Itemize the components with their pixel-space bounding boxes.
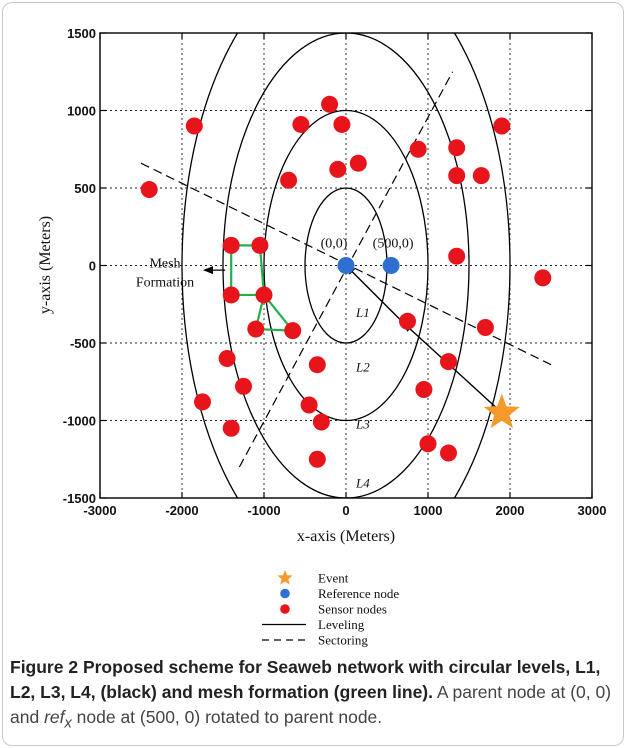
y-axis-label: y-axis (Meters) [37,216,54,314]
sensor-node [300,396,318,414]
route-arrow [345,264,404,324]
sensor-node [472,167,490,185]
reference-node-label: (0,0) [321,237,348,252]
sensor-node [255,286,273,304]
sensor-node [222,419,240,437]
sensor-node [218,350,236,367]
legend-marker-node [280,604,290,614]
y-tick-label: 1500 [67,26,96,41]
x-tick-label: -1000 [247,503,280,518]
level-circle [263,109,429,422]
sensor-node [185,117,203,135]
sensor-node [329,160,347,178]
sensor-node [308,356,326,374]
sensor-node [140,181,158,199]
sensor-node [399,312,416,330]
legend-marker-event [277,570,293,585]
caption-bold: Proposed scheme for Seaweb network with … [10,657,601,702]
axis-ticks: -3000 -2000 -1000 0 1000 2000 3000 -1500 -1000 -5… [63,26,607,518]
sensor-node [222,236,240,254]
event-star [483,393,520,429]
sensor-node [448,167,466,185]
sensor-node [493,117,511,135]
y-tick-label: -500 [70,336,96,351]
sensor-node [409,140,427,158]
reference-node [382,257,400,274]
y-tick-label: -1000 [63,414,96,429]
sensor-node [235,377,252,395]
x-tick-label: 0 [342,503,349,518]
mesh-annotation-text: Formation [136,276,194,291]
legend-marker-node [280,588,290,599]
reference-node [337,257,355,274]
y-tick-label: 0 [89,259,96,274]
caption-desc-post: node at (500, 0) rotated to parent node. [71,707,383,727]
legend-label: Sensor nodes [318,602,387,617]
level-circle [222,33,470,498]
legend-label: Leveling [318,617,365,632]
sensor-node [534,269,552,287]
sensor-node [321,95,339,113]
caption-ref: ref [44,707,65,727]
y-tick-label: -1500 [63,491,96,506]
sensor-nodes [140,95,552,468]
sensor-node [440,444,457,462]
legend-label: Sectoring [318,633,368,648]
sensor-node [312,413,330,431]
sensor-node [247,320,265,338]
x-tick-label: 3000 [578,503,607,518]
caption-title: Figure 2 [10,657,79,677]
reference-nodes: (0,0) (500,0) [321,237,414,274]
legend-label: Event [318,571,349,586]
sensor-node [194,393,211,411]
level-labels: L1 L2 L3 L4 [355,305,370,491]
event-marker [483,393,520,429]
sensor-node [448,247,466,265]
legend-label: Reference node [318,586,399,601]
sensor-node [284,322,302,340]
seaweb-scheme-chart: (0,0) (500,0) L1 L2 L3 L4 -3000 -2000 -1000 0 10… [37,26,607,648]
sensor-node [476,319,494,336]
reference-node-label: (500,0) [373,237,414,252]
mesh-annotation-text: Mesh [149,257,180,272]
sensor-node [222,286,240,304]
x-tick-label: 1000 [414,503,443,518]
caption-desc-pre: A parent node at (0, 0) and [10,682,612,727]
sensor-node [251,236,269,254]
sensor-node [349,154,367,172]
sensor-node [448,139,466,157]
sensor-node [308,450,326,468]
x-axis-label: x-axis (Meters) [297,528,395,545]
y-tick-label: 500 [74,181,96,196]
level-label: L3 [355,417,370,432]
caption-ref-sub: x [64,715,72,732]
sensor-node [415,381,433,398]
x-tick-label: -3000 [83,503,116,518]
sensor-node [440,353,457,371]
mesh-formation-annotation: Mesh Formation [136,257,226,291]
x-tick-label: 2000 [496,503,525,518]
sensor-node [280,171,298,189]
level-label: L4 [355,476,370,491]
level-circle [181,33,511,498]
x-tick-label: -2000 [165,503,198,518]
y-tick-label: 1000 [67,104,96,119]
sensor-node [419,435,437,453]
figure-caption: Figure 2 Proposed scheme for Seaweb netw… [10,655,616,737]
sensor-node [292,115,310,133]
sensor-node [333,115,351,133]
level-label: L1 [355,305,370,320]
level-label: L2 [355,359,370,374]
